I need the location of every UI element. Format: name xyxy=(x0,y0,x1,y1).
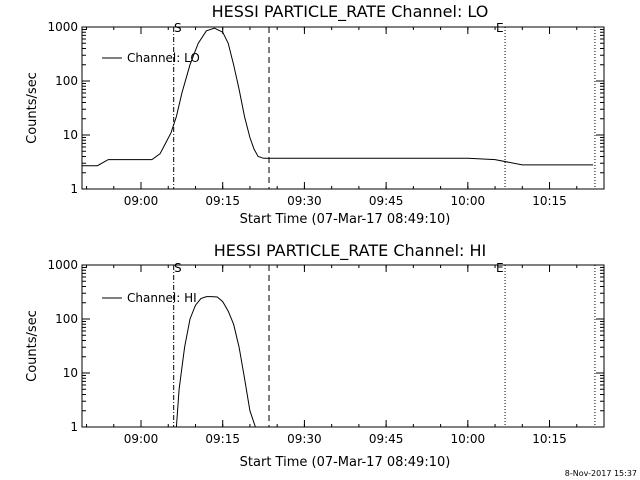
x-tick-label: 09:15 xyxy=(205,432,240,446)
y-tick-label: 1 xyxy=(70,420,78,434)
y-tick-label: 1000 xyxy=(47,20,78,34)
x-tick-label: 09:30 xyxy=(287,194,322,208)
plot-frame xyxy=(81,264,605,428)
x-tick-label: 09:15 xyxy=(205,194,240,208)
legend-label: Channel: HI xyxy=(127,291,197,305)
chart-title: HESSI PARTICLE_RATE Channel: LO xyxy=(212,2,489,22)
y-tick-label: 100 xyxy=(55,74,78,88)
y-tick-label: 10 xyxy=(63,128,78,142)
end-marker-label: E xyxy=(496,21,504,35)
y-axis-label: Counts/sec xyxy=(25,72,40,144)
x-tick-label: 10:15 xyxy=(532,194,567,208)
x-tick-label: 09:00 xyxy=(124,194,159,208)
x-tick-label: 10:00 xyxy=(451,432,486,446)
y-axis-label: Counts/sec xyxy=(25,310,40,382)
footer-timestamp: 8-Nov-2017 15:37 xyxy=(565,469,637,478)
series-line xyxy=(175,296,256,428)
end-marker-label: E xyxy=(496,261,504,275)
x-tick-label: 09:45 xyxy=(369,432,404,446)
x-tick-label: 09:45 xyxy=(369,194,404,208)
x-tick-label: 09:00 xyxy=(124,432,159,446)
x-axis-label: Start Time (07-Mar-17 08:49:10) xyxy=(240,455,451,470)
start-marker-label: S xyxy=(174,21,182,35)
y-tick-label: 1 xyxy=(70,182,78,196)
chart-title: HESSI PARTICLE_RATE Channel: HI xyxy=(214,241,487,261)
series-line xyxy=(82,27,594,167)
x-tick-label: 10:15 xyxy=(532,432,567,446)
legend-label: Channel: LO xyxy=(127,51,200,65)
x-axis-label: Start Time (07-Mar-17 08:49:10) xyxy=(240,212,451,227)
plot-frame xyxy=(81,26,605,190)
hi-channel-panel: HESSI PARTICLE_RATE Channel: HI Counts/s… xyxy=(25,241,605,470)
x-tick-label: 10:00 xyxy=(451,194,486,208)
y-tick-label: 10 xyxy=(63,366,78,380)
y-tick-label: 1000 xyxy=(47,258,78,272)
y-tick-label: 100 xyxy=(55,312,78,326)
x-tick-label: 09:30 xyxy=(287,432,322,446)
lo-channel-panel: HESSI PARTICLE_RATE Channel: LO Counts/s… xyxy=(25,2,605,227)
start-marker-label: S xyxy=(174,261,182,275)
